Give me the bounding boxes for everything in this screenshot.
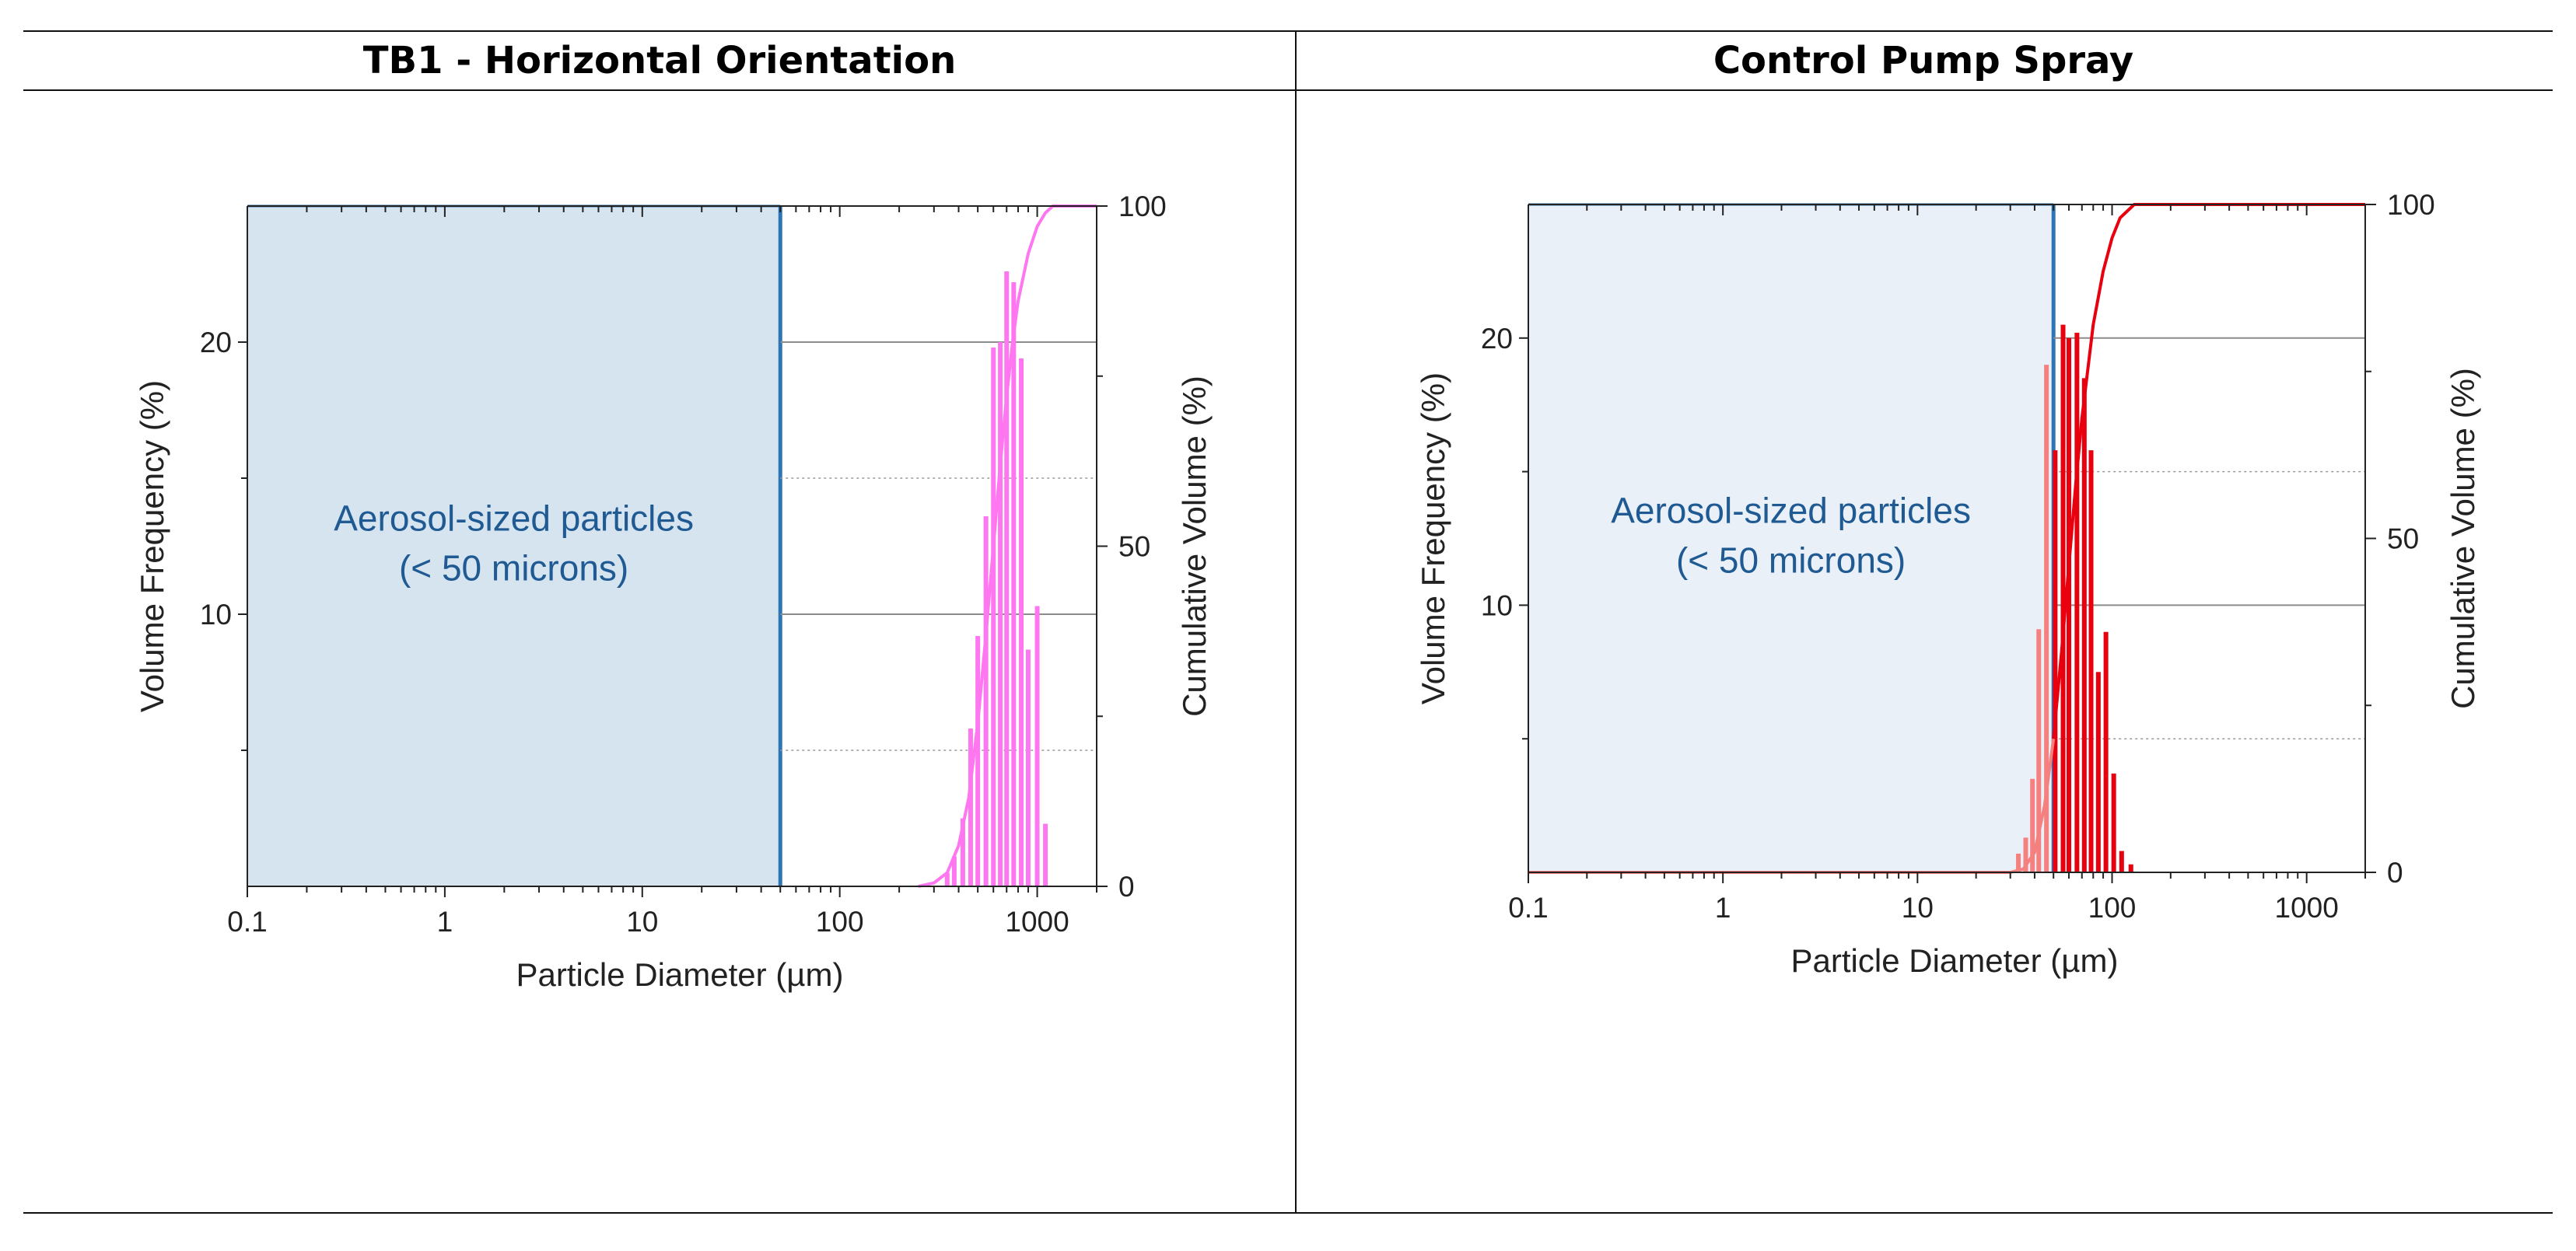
volume-frequency-bar (2067, 337, 2072, 872)
aerosol-annotation-line: Aerosol-sized particles (1611, 491, 1971, 531)
volume-frequency-bar (1011, 282, 1017, 886)
x-tick-label: 1000 (2275, 892, 2339, 924)
volume-frequency-bar (1043, 823, 1048, 886)
y-tick-label: 10 (200, 599, 232, 631)
volume-frequency-bar (968, 729, 973, 886)
volume-frequency-bar (2111, 773, 2116, 872)
volume-frequency-bar (2128, 864, 2133, 872)
volume-frequency-bar (2016, 853, 2021, 872)
volume-frequency-bar (951, 856, 957, 886)
volume-frequency-bar (1004, 271, 1010, 886)
x-tick-label: 100 (816, 906, 864, 938)
x-tick-label: 10 (626, 906, 658, 938)
y2-tick-label: 100 (1118, 190, 1167, 222)
y2-tick-label: 50 (1118, 531, 1150, 563)
x-tick-label: 0.1 (1508, 892, 1548, 924)
y2-tick-label: 50 (2387, 523, 2419, 555)
aerosol-region (247, 206, 781, 886)
volume-frequency-bar (944, 872, 950, 886)
volume-frequency-bar (2081, 378, 2087, 873)
y-tick-label: 20 (1481, 323, 1513, 355)
x-tick-label: 1 (1715, 892, 1731, 924)
x-tick-label: 1000 (1005, 906, 1069, 938)
volume-frequency-bar (1034, 606, 1040, 886)
chart-left: Aerosol-sized particles (< 50 microns) 0.1… (134, 190, 1213, 993)
volume-frequency-bar (2053, 450, 2058, 872)
volume-frequency-bar (2030, 778, 2035, 872)
volume-frequency-bar (2036, 629, 2042, 872)
y2-tick-label: 0 (2387, 857, 2403, 889)
y-tick-label: 20 (200, 327, 232, 358)
x-axis-label: Particle Diameter (µm) (516, 956, 844, 993)
y2-tick-label: 100 (2387, 189, 2435, 221)
y-axis-label: Volume Frequency (%) (134, 380, 170, 712)
volume-frequency-bar (991, 348, 996, 886)
volume-frequency-bar (2023, 837, 2028, 872)
header-right: Control Pump Spray (1713, 39, 2133, 82)
volume-frequency-bar (2095, 672, 2101, 872)
volume-frequency-bar (2060, 324, 2066, 872)
volume-frequency-bar (1025, 649, 1031, 886)
volume-frequency-bar (2088, 450, 2094, 872)
volume-frequency-bar (1019, 358, 1024, 886)
aerosol-annotation-line: (< 50 microns) (1676, 540, 1906, 581)
volume-frequency-bar (975, 636, 981, 886)
chart-right: Aerosol-sized particles (< 50 microns) 0.1… (1415, 189, 2481, 979)
aerosol-annotation-line: (< 50 microns) (399, 548, 628, 589)
volume-frequency-bar (2119, 851, 2124, 872)
cumulative-volume-curve (2052, 203, 2365, 739)
aerosol-annotation-line: Aerosol-sized particles (334, 498, 694, 539)
volume-frequency-bar (983, 516, 989, 886)
aerosol-region (1528, 204, 2054, 872)
x-tick-label: 1 (437, 906, 453, 938)
y2-axis-label: Cumulative Volume (%) (1176, 376, 1213, 717)
y2-axis-label: Cumulative Volume (%) (2445, 368, 2481, 709)
y2-tick-label: 0 (1118, 871, 1135, 903)
volume-frequency-bar (2103, 631, 2109, 872)
x-tick-label: 10 (1902, 892, 1934, 924)
volume-frequency-bar (998, 342, 1003, 886)
y-axis-label: Volume Frequency (%) (1415, 372, 1451, 704)
x-tick-label: 100 (2088, 892, 2137, 924)
header-left: TB1 - Horizontal Orientation (363, 39, 956, 82)
volume-frequency-bar (2044, 365, 2049, 872)
cumulative-volume-curve (918, 204, 1097, 888)
volume-frequency-bar (960, 818, 965, 886)
volume-frequency-bar (2074, 332, 2080, 873)
x-axis-label: Particle Diameter (µm) (1791, 942, 2119, 979)
y-tick-label: 10 (1481, 589, 1513, 621)
x-tick-label: 0.1 (227, 906, 267, 938)
